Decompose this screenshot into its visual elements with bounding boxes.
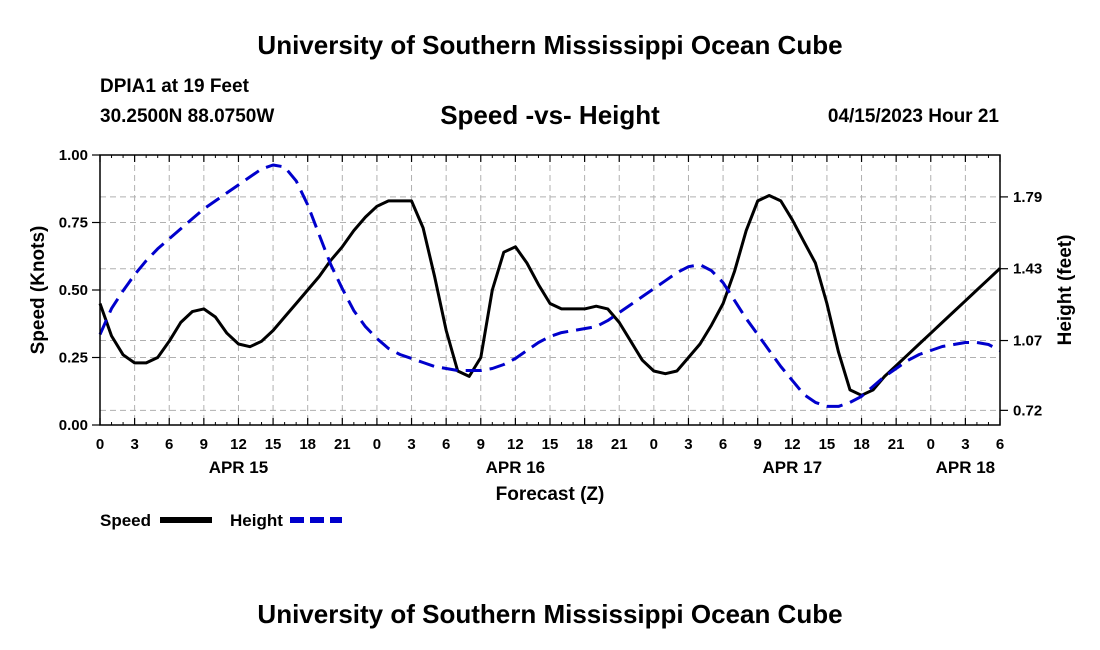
x-tick-label: 6 <box>165 436 173 453</box>
y2-tick-label: 0.72 <box>1013 402 1042 419</box>
x-tick-label: 21 <box>888 436 905 453</box>
station-label: DPIA1 at 19 Feet <box>100 76 249 97</box>
x-tick-label: 0 <box>927 436 935 453</box>
x-axis-title: Forecast (Z) <box>496 484 605 505</box>
footer-title: University of Southern Mississippi Ocean… <box>257 599 843 629</box>
x-tick-label: 9 <box>754 436 762 453</box>
speed-points <box>99 195 1001 396</box>
x-tick-label: 3 <box>130 436 138 453</box>
chart-title: Speed -vs- Height <box>440 100 660 130</box>
y-tick-label: 0.00 <box>59 417 88 434</box>
day-label: APR 18 <box>936 458 996 477</box>
forecast-datetime: 04/15/2023 Hour 21 <box>827 106 999 127</box>
day-label: APR 15 <box>209 458 269 477</box>
x-tick-label: 18 <box>576 436 593 453</box>
y-tick-label: 1.00 <box>59 147 88 164</box>
x-tick-label: 15 <box>819 436 836 453</box>
x-tick-label: 0 <box>373 436 381 453</box>
x-tick-label: 3 <box>407 436 415 453</box>
x-tick-label: 0 <box>650 436 658 453</box>
day-label: APR 17 <box>763 458 823 477</box>
x-tick-label: 21 <box>334 436 351 453</box>
y-tick-label: 0.25 <box>59 350 88 367</box>
y-axis-title: Speed (Knots) <box>28 226 49 355</box>
y2-tick-label: 1.79 <box>1013 189 1042 206</box>
series-lines <box>98 163 1002 408</box>
x-tick-label: 12 <box>784 436 801 453</box>
y-tick-label: 0.75 <box>59 215 88 232</box>
x-tick-label: 9 <box>477 436 485 453</box>
x-tick-label: 9 <box>200 436 208 453</box>
x-tick-label: 6 <box>719 436 727 453</box>
x-tick-label: 6 <box>442 436 450 453</box>
x-tick-label: 18 <box>299 436 316 453</box>
x-tick-label: 12 <box>507 436 524 453</box>
grid-lines <box>100 155 1000 425</box>
y2-tick-label: 1.07 <box>1013 333 1042 350</box>
y2-axis-title: Height (feet) <box>1055 235 1076 346</box>
x-tick-label: 6 <box>996 436 1004 453</box>
x-tick-label: 21 <box>611 436 628 453</box>
y2-tick-label: 1.43 <box>1013 261 1042 278</box>
page-title: University of Southern Mississippi Ocean… <box>257 30 843 60</box>
y-tick-label: 0.50 <box>59 282 88 299</box>
x-tick-label: 15 <box>265 436 282 453</box>
x-tick-label: 0 <box>96 436 104 453</box>
x-tick-label: 3 <box>684 436 692 453</box>
station-coordinates: 30.2500N 88.0750W <box>100 106 275 127</box>
x-tick-label: 3 <box>961 436 969 453</box>
x-tick-label: 12 <box>230 436 247 453</box>
legend-label-speed: Speed <box>100 511 151 530</box>
x-tick-label: 15 <box>542 436 559 453</box>
day-label: APR 16 <box>486 458 546 477</box>
axes: 0 3 6 9 12 15 18 21 0 3 6 9 12 15 18 21 0 3 6 9 12 15 18 21 0 3 60… <box>28 147 1076 505</box>
legend-label-height: Height <box>230 511 283 530</box>
x-tick-label: 18 <box>853 436 870 453</box>
legend: Speed Height <box>100 511 342 530</box>
